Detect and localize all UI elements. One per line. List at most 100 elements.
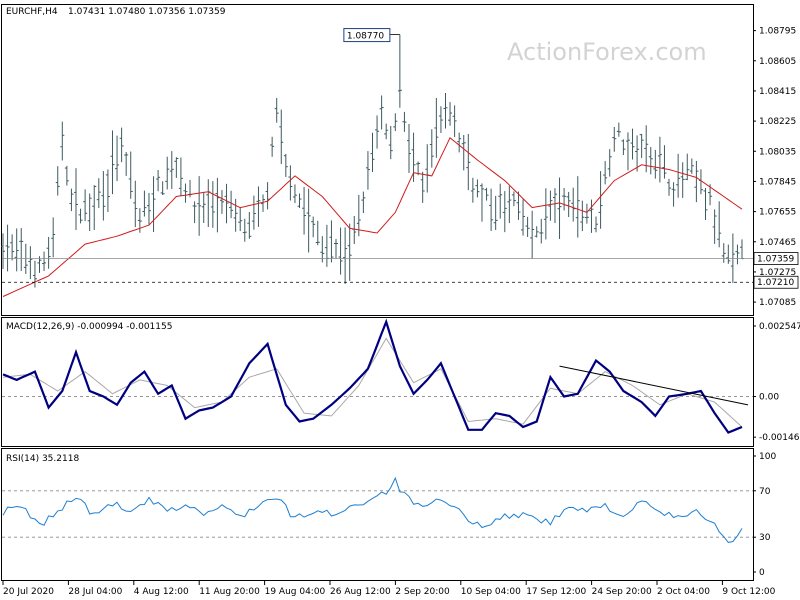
date-label: 2 Oct 04:00 [657, 587, 710, 597]
ohlc-bar [60, 121, 65, 161]
ohlc-bar [183, 183, 188, 203]
ohlc-bar [584, 203, 589, 224]
ohlc-bar [210, 181, 215, 228]
date-label: 11 Aug 20:00 [199, 587, 260, 597]
watermark: ActionForex.com [507, 38, 707, 66]
ohlc-bar [361, 191, 366, 214]
ohlc-bar [534, 226, 539, 238]
date-label: 9 Oct 12:00 [722, 587, 775, 597]
ohlc-bar [311, 216, 316, 238]
price-tick-label: 1.07465 [759, 238, 796, 248]
ohlc-bar [96, 178, 101, 209]
ohlc-bar [192, 201, 197, 224]
ohlc-bar [434, 97, 439, 158]
ohlc-bar [530, 210, 535, 259]
ohlc-bar [402, 111, 407, 132]
ohlc-bar [479, 183, 484, 222]
ohlc-bar [19, 228, 24, 272]
ohlc-bar [676, 153, 681, 198]
rsi-layer [2, 476, 753, 543]
ohlc-bar [201, 192, 206, 223]
ohlc-bar [83, 189, 88, 222]
ohlc-bar [735, 244, 740, 265]
ohlc-bar [10, 234, 15, 261]
ohlc-bar [521, 199, 526, 236]
rsi-tick-label: 0 [759, 568, 765, 578]
axis-labels: 1.08795 1.08605 1.08415 1.08225 1.08035 1.078… [2, 27, 800, 597]
ohlc-bar [46, 236, 51, 269]
ohlc-bar [448, 102, 453, 126]
ohlc-bar [251, 195, 256, 230]
ohlc-bar [215, 177, 220, 233]
ohlc-bar [356, 194, 361, 237]
ohlc-bar [343, 227, 348, 284]
ohlc-bar [242, 218, 247, 242]
ohlc-bar [315, 220, 320, 246]
ohlc-bar [115, 135, 120, 182]
ohlc-bar [416, 161, 421, 176]
ohlc-bar [475, 179, 480, 198]
ohlc-bar [429, 129, 434, 168]
ohlc-bar [178, 157, 183, 197]
ohlc-bar [667, 178, 672, 196]
ohlc-bar [283, 153, 288, 177]
ohlc-bar [635, 135, 640, 172]
ohlc-bar [653, 149, 658, 179]
ohlc-bar [334, 238, 339, 259]
price-tick-label: 1.08035 [759, 147, 796, 157]
ohlc-bar [219, 190, 224, 214]
macd-pane-title: MACD(12,26,9) -0.000994 -0.001155 [6, 322, 172, 332]
ohlc-bar [616, 122, 621, 137]
ohlc-bar [557, 177, 562, 239]
ohlc-bar [644, 125, 649, 173]
ohlc-bar [685, 153, 690, 181]
moving-average-line [2, 137, 743, 297]
current-price-tag-box [753, 252, 799, 265]
ohlc-bar [712, 209, 717, 244]
macd-layer [2, 318, 753, 434]
ohlc-bar [105, 169, 110, 212]
date-label: 17 Sep 12:00 [526, 587, 586, 597]
ohlc-bar [511, 191, 516, 207]
ohlc-bar [64, 165, 69, 186]
ohlc-bar [548, 190, 553, 221]
ohlc-bar [621, 139, 626, 156]
ohlc-bar [156, 169, 161, 192]
ohlc-bar [78, 208, 83, 224]
ohlc-bar [552, 188, 557, 224]
ohlc-bar [247, 212, 252, 239]
rsi-tick-label: 30 [759, 533, 771, 543]
ohlc-bar [452, 105, 457, 138]
ohlc-bar [484, 187, 489, 201]
ohlc-bar [708, 184, 713, 206]
date-label: 24 Sep 20:00 [592, 587, 652, 597]
ohlc-bar [51, 217, 56, 258]
ohlc-bar [566, 191, 571, 217]
ohlc-bar [498, 183, 503, 219]
ohlc-bar [603, 161, 608, 185]
ohlc-bar [261, 194, 266, 212]
ohlc-bar [238, 207, 243, 232]
ohlc-bar [169, 151, 174, 189]
ohlc-bar [470, 177, 475, 203]
ohlc-bar [101, 171, 106, 221]
ohlc-bar [14, 228, 19, 272]
ohlc-bar [279, 109, 284, 165]
ohlc-readout: 1.07431 1.07480 1.07356 1.07359 [68, 7, 226, 17]
ohlc-bar [443, 92, 448, 129]
ohlc-bar [365, 151, 370, 190]
ohlc-bar [1, 233, 5, 270]
ohlc-bar [142, 190, 147, 217]
date-label: 4 Aug 12:00 [134, 587, 189, 597]
ohlc-bar [32, 260, 37, 288]
high-annotation-box [343, 28, 391, 43]
ohlc-bar [525, 216, 530, 237]
ohlc-bar [124, 152, 129, 176]
high-annotation-label: 1.08770 [347, 32, 384, 42]
price-tick-label: 1.08225 [759, 117, 796, 127]
ohlc-bar [543, 188, 548, 240]
ohlc-bar [502, 191, 507, 233]
ohlc-bar [721, 243, 726, 263]
ohlc-bar [461, 134, 466, 171]
